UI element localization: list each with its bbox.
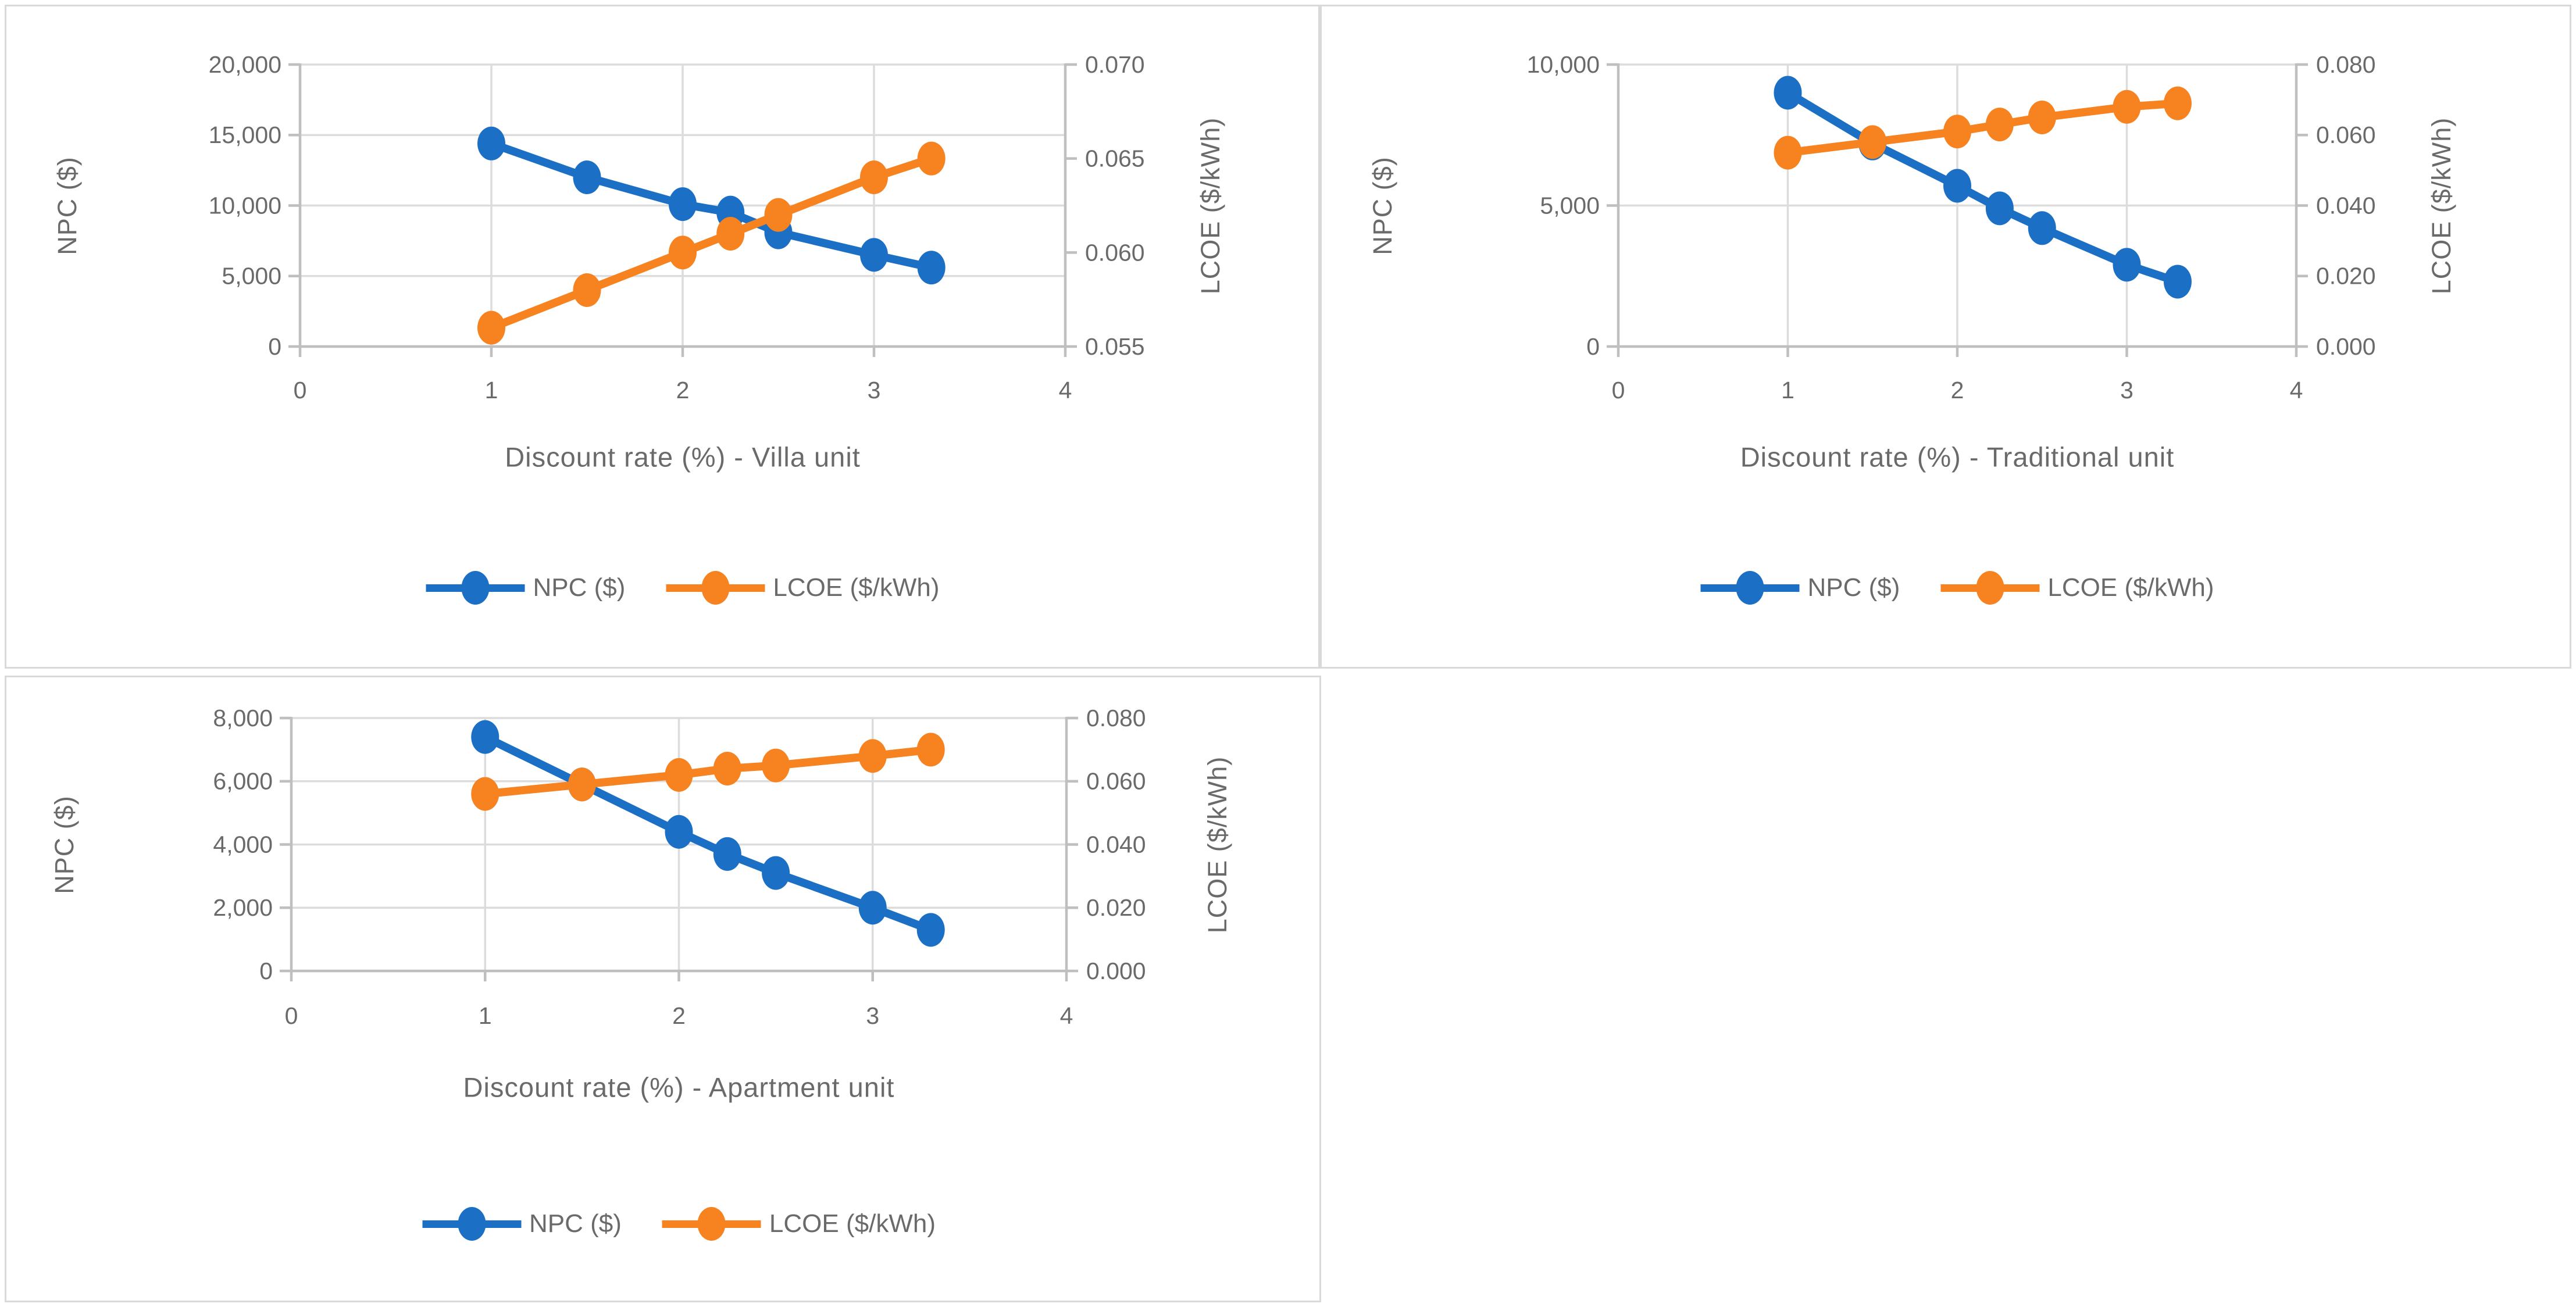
svg-text:1: 1 xyxy=(479,1002,492,1029)
legend-item-npc: NPC ($) xyxy=(1700,570,1900,605)
villa-chart-plot: 0 5,000 10,000 15,000 20,000 0.055 0.060 0.065 0… xyxy=(209,51,1145,403)
svg-text:4: 4 xyxy=(2290,377,2303,403)
svg-text:2: 2 xyxy=(672,1002,686,1029)
chart-panel-villa[interactable]: 0 5,000 10,000 15,000 20,000 0.055 0.060 0.065 0… xyxy=(5,5,1320,669)
svg-text:1: 1 xyxy=(1781,377,1794,403)
svg-text:15,000: 15,000 xyxy=(209,122,281,148)
legend-label-npc: NPC ($) xyxy=(529,1209,622,1238)
legend-label-lcoe: LCOE ($/kWh) xyxy=(2047,573,2214,602)
svg-text:5,000: 5,000 xyxy=(222,263,281,290)
svg-text:0: 0 xyxy=(1612,377,1625,403)
svg-text:8,000: 8,000 xyxy=(213,705,273,731)
svg-text:0.060: 0.060 xyxy=(1086,768,1146,795)
svg-text:4,000: 4,000 xyxy=(213,831,273,858)
svg-text:3: 3 xyxy=(2120,377,2133,403)
svg-text:0.060: 0.060 xyxy=(1085,239,1145,266)
svg-text:0.080: 0.080 xyxy=(2316,51,2376,78)
svg-text:10,000: 10,000 xyxy=(1527,51,1600,78)
svg-text:2: 2 xyxy=(1951,377,1964,403)
lcoe-line-marker-icon xyxy=(666,570,765,605)
chart-panel-traditional[interactable]: 0 5,000 10,000 0.000 0.020 0.040 0.060 0.080 0 1 2… xyxy=(1320,5,2571,669)
svg-text:0.080: 0.080 xyxy=(1086,705,1146,731)
legend-item-npc: NPC ($) xyxy=(422,1206,622,1241)
apartment-left-axis-title: NPC ($) xyxy=(49,795,79,894)
tick-labels: 0 5,000 10,000 0.000 0.020 0.040 0.060 0.080 0 1 2… xyxy=(1527,51,2376,403)
svg-text:0: 0 xyxy=(268,333,281,360)
svg-text:20,000: 20,000 xyxy=(209,51,281,78)
traditional-x-axis-title: Discount rate (%) - Traditional unit xyxy=(1740,441,2175,473)
traditional-legend: NPC ($) LCOE ($/kWh) xyxy=(1700,570,2214,605)
legend-label-lcoe: LCOE ($/kWh) xyxy=(773,573,940,602)
svg-text:0.040: 0.040 xyxy=(1086,831,1146,858)
svg-text:0.070: 0.070 xyxy=(1085,51,1145,78)
villa-left-axis-title: NPC ($) xyxy=(52,156,82,255)
traditional-chart-plot: 0 5,000 10,000 0.000 0.020 0.040 0.060 0.080 0 1 2… xyxy=(1527,51,2376,403)
apartment-chart-plot: 0 2,000 4,000 6,000 8,000 0.000 0.020 0.040 0.06… xyxy=(213,705,1146,1029)
apartment-x-axis-title: Discount rate (%) - Apartment unit xyxy=(463,1072,895,1103)
svg-text:0: 0 xyxy=(294,377,307,403)
traditional-left-axis-title: NPC ($) xyxy=(1368,156,1397,255)
svg-text:6,000: 6,000 xyxy=(213,768,273,795)
axis-lines xyxy=(1607,63,2308,357)
svg-text:0.020: 0.020 xyxy=(2316,263,2376,290)
svg-text:0.055: 0.055 xyxy=(1085,333,1145,360)
npc-line-marker-icon xyxy=(422,1206,522,1241)
svg-text:3: 3 xyxy=(868,377,881,403)
villa-legend: NPC ($) LCOE ($/kWh) xyxy=(426,570,939,605)
lcoe-line-marker-icon xyxy=(1940,570,2040,605)
traditional-right-axis-title: LCOE ($/kWh) xyxy=(2427,117,2456,294)
svg-text:4: 4 xyxy=(1059,377,1072,403)
npc-line-marker-icon xyxy=(1700,570,1800,605)
svg-text:5,000: 5,000 xyxy=(1540,192,1600,219)
svg-text:0: 0 xyxy=(285,1002,298,1029)
lcoe-series xyxy=(471,733,945,811)
legend-item-lcoe: LCOE ($/kWh) xyxy=(666,570,939,605)
villa-x-axis-title: Discount rate (%) - Villa unit xyxy=(505,441,861,473)
svg-text:2: 2 xyxy=(676,377,690,403)
apartment-right-axis-title: LCOE ($/kWh) xyxy=(1203,756,1232,933)
legend-label-lcoe: LCOE ($/kWh) xyxy=(769,1209,936,1238)
svg-text:4: 4 xyxy=(1060,1002,1073,1029)
svg-text:0: 0 xyxy=(1586,333,1600,360)
legend-item-lcoe: LCOE ($/kWh) xyxy=(662,1206,936,1241)
legend-label-npc: NPC ($) xyxy=(1807,573,1900,602)
gridlines xyxy=(1618,63,2296,347)
svg-text:0.000: 0.000 xyxy=(2316,333,2376,360)
svg-text:0.065: 0.065 xyxy=(1085,145,1145,172)
lcoe-series xyxy=(1774,86,2192,170)
svg-text:0.020: 0.020 xyxy=(1086,894,1146,921)
svg-text:0.060: 0.060 xyxy=(2316,122,2376,148)
svg-text:10,000: 10,000 xyxy=(209,192,281,219)
tick-labels: 0 2,000 4,000 6,000 8,000 0.000 0.020 0.040 0.06… xyxy=(213,705,1146,1029)
svg-text:0.000: 0.000 xyxy=(1086,958,1146,984)
legend-label-npc: NPC ($) xyxy=(533,573,626,602)
lcoe-line-marker-icon xyxy=(662,1206,761,1241)
npc-series xyxy=(477,126,946,285)
svg-text:2,000: 2,000 xyxy=(213,894,273,921)
legend-item-lcoe: LCOE ($/kWh) xyxy=(1940,570,2214,605)
lcoe-series xyxy=(477,141,946,345)
svg-text:0.040: 0.040 xyxy=(2316,192,2376,219)
tick-labels: 0 5,000 10,000 15,000 20,000 0.055 0.060 0.065 0… xyxy=(209,51,1145,403)
villa-right-axis-title: LCOE ($/kWh) xyxy=(1196,117,1225,294)
axis-lines xyxy=(288,63,1077,357)
svg-text:1: 1 xyxy=(485,377,498,403)
axis-lines xyxy=(280,716,1078,981)
chart-panel-apartment[interactable]: 0 2,000 4,000 6,000 8,000 0.000 0.020 0.040 0.06… xyxy=(5,676,1321,1302)
svg-text:3: 3 xyxy=(866,1002,879,1029)
npc-line-marker-icon xyxy=(426,570,525,605)
apartment-legend: NPC ($) LCOE ($/kWh) xyxy=(422,1206,936,1241)
svg-text:0: 0 xyxy=(259,958,273,984)
legend-item-npc: NPC ($) xyxy=(426,570,626,605)
